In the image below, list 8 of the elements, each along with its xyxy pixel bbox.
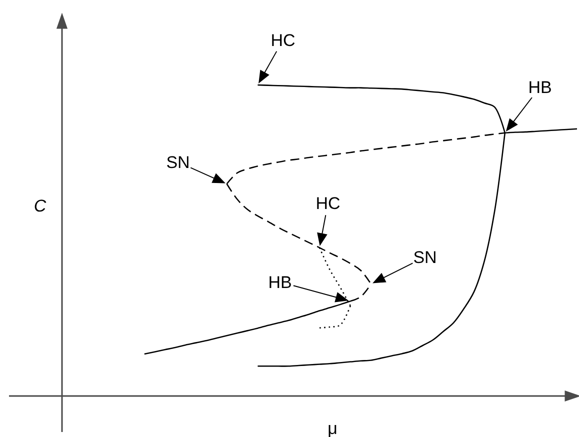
annotation: HC (316, 194, 340, 212)
y-axis-title: C (34, 196, 47, 215)
annotation: SN (413, 248, 437, 266)
annotation: HB (268, 272, 292, 292)
x-axis-title: μ (328, 418, 338, 437)
annotation: HB (528, 78, 552, 96)
annotation: HC (270, 30, 296, 50)
annotation: SN (166, 152, 190, 172)
